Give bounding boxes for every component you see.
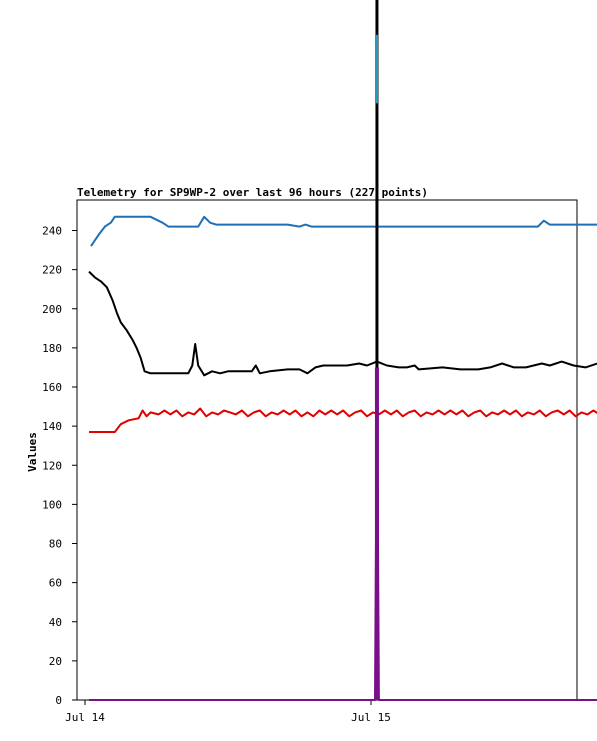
plot-border (76, 199, 578, 701)
series-red-line (89, 407, 597, 433)
y-tick-label: 40 (49, 616, 62, 629)
x-tick-label: Jul 14 (65, 711, 105, 724)
y-tick-label: 180 (42, 342, 62, 355)
plot-frame (76, 199, 578, 701)
y-tick-label: 20 (49, 655, 62, 668)
y-tick-label: 60 (49, 577, 62, 590)
y-axis: 0 20 40 60 80 100 120 140 160 180 200 220 240 (42, 225, 77, 707)
chart-title: Telemetry for SP9WP-2 over last 96 hours… (77, 186, 428, 199)
y-tick-label: 220 (42, 264, 62, 277)
series-blue-line (90, 215, 597, 247)
y-tick-label: 160 (42, 381, 62, 394)
y-tick-label: 120 (42, 459, 62, 472)
y-tick-label: 100 (42, 498, 62, 511)
series-layer (88, 215, 597, 701)
x-axis: Jul 14 Jul 15 (65, 700, 391, 724)
y-tick-label: 140 (42, 420, 62, 433)
x-tick-label: Jul 15 (351, 711, 391, 724)
series-black-line (88, 270, 597, 377)
y-tick-label: 0 (55, 694, 62, 707)
y-tick-label: 200 (42, 303, 62, 316)
series-purple-line (89, 366, 597, 701)
y-axis-label: Values (26, 432, 39, 472)
y-tick-label: 240 (42, 225, 62, 238)
y-tick-label: 80 (49, 538, 62, 551)
